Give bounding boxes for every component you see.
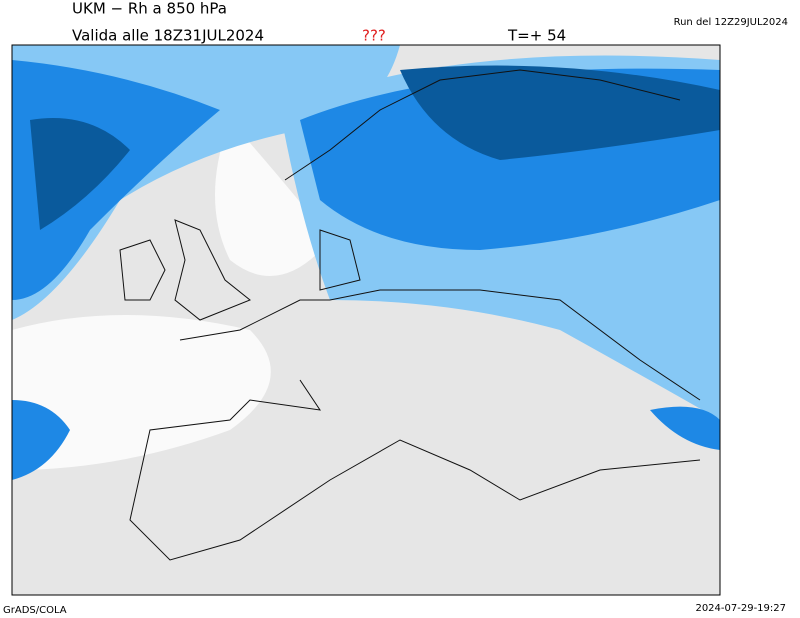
lead-time: T=+ 54 [507, 27, 566, 45]
valid-time: Valida alle 18Z31JUL2024 [72, 27, 264, 45]
dry-area [215, 120, 330, 276]
dry-area [12, 315, 271, 470]
humid-area [30, 118, 130, 230]
humid-area [400, 65, 720, 160]
title: UKM − Rh a 850 hPa [72, 0, 227, 18]
coastline [119, 219, 251, 321]
coastline [284, 69, 681, 291]
map [11, 44, 721, 596]
flag: ??? [362, 27, 386, 45]
coastline [129, 289, 701, 561]
credit: GrADS/COLA [3, 605, 67, 616]
map-frame [11, 44, 721, 596]
run-time: Run del 12Z29JUL2024 [674, 17, 788, 28]
timestamp: 2024-07-29-19:27 [695, 603, 786, 614]
humid-area [650, 406, 720, 450]
humid-area [12, 400, 70, 480]
